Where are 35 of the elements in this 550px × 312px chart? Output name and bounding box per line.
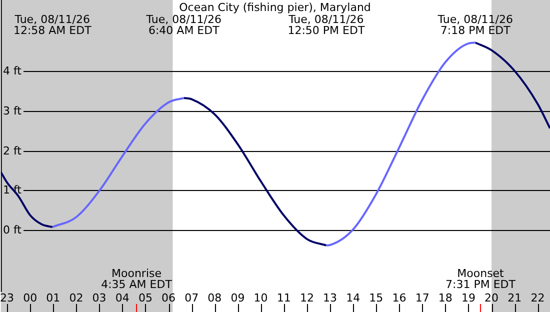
ref-line-label: Moonrise 4:35 AM EDT [101, 266, 172, 291]
y-tick-label: 0 ft [3, 223, 22, 236]
annotation: Tue, 08/11/26 7:18 PM EDT [436, 12, 513, 37]
x-tick-label: 06 [162, 291, 176, 304]
annotation: Tue, 08/11/26 6:40 AM EDT [145, 12, 222, 37]
x-tick-label: 04 [115, 291, 130, 304]
x-tick-label: 22 [530, 291, 545, 304]
x-tick-label: 19 [461, 291, 476, 304]
x-tick-label: 05 [138, 291, 152, 304]
x-tick-label: 14 [346, 291, 360, 304]
x-tick-label: 13 [323, 291, 338, 304]
x-tick-label: 08 [208, 291, 222, 304]
x-tick-label: 00 [23, 291, 38, 304]
chart-title: Ocean City (fishing pier), Maryland [179, 0, 371, 14]
x-tick-label: 23 [0, 291, 14, 304]
ref-line-label: Moonset 7:31 PM EDT [446, 266, 516, 291]
x-tick-label: 17 [415, 291, 430, 304]
y-tick-label: 3 ft [3, 104, 22, 118]
x-tick-label: 12 [300, 291, 314, 304]
x-tick-label: 15 [369, 291, 384, 304]
y-tick-label: 4 ft [3, 64, 22, 78]
x-tick-label: 10 [254, 291, 268, 304]
x-tick-label: 07 [184, 291, 199, 304]
x-tick-label: 16 [392, 291, 406, 304]
annotation: Tue, 08/11/26 12:50 PM EDT [288, 12, 365, 37]
x-tick-label: 03 [92, 291, 106, 304]
x-tick-label: 09 [230, 291, 245, 304]
x-tick-label: 01 [46, 291, 60, 304]
x-tick-label: 21 [508, 291, 522, 304]
annotation: Tue, 08/11/26 12:58 AM EDT [13, 12, 92, 37]
x-tick-label: 11 [276, 291, 291, 304]
x-tick-label: 02 [69, 291, 84, 304]
y-tick-label: 2 ft [3, 144, 22, 158]
x-tick-label: 18 [438, 291, 452, 304]
x-tick-label: 20 [484, 291, 499, 304]
